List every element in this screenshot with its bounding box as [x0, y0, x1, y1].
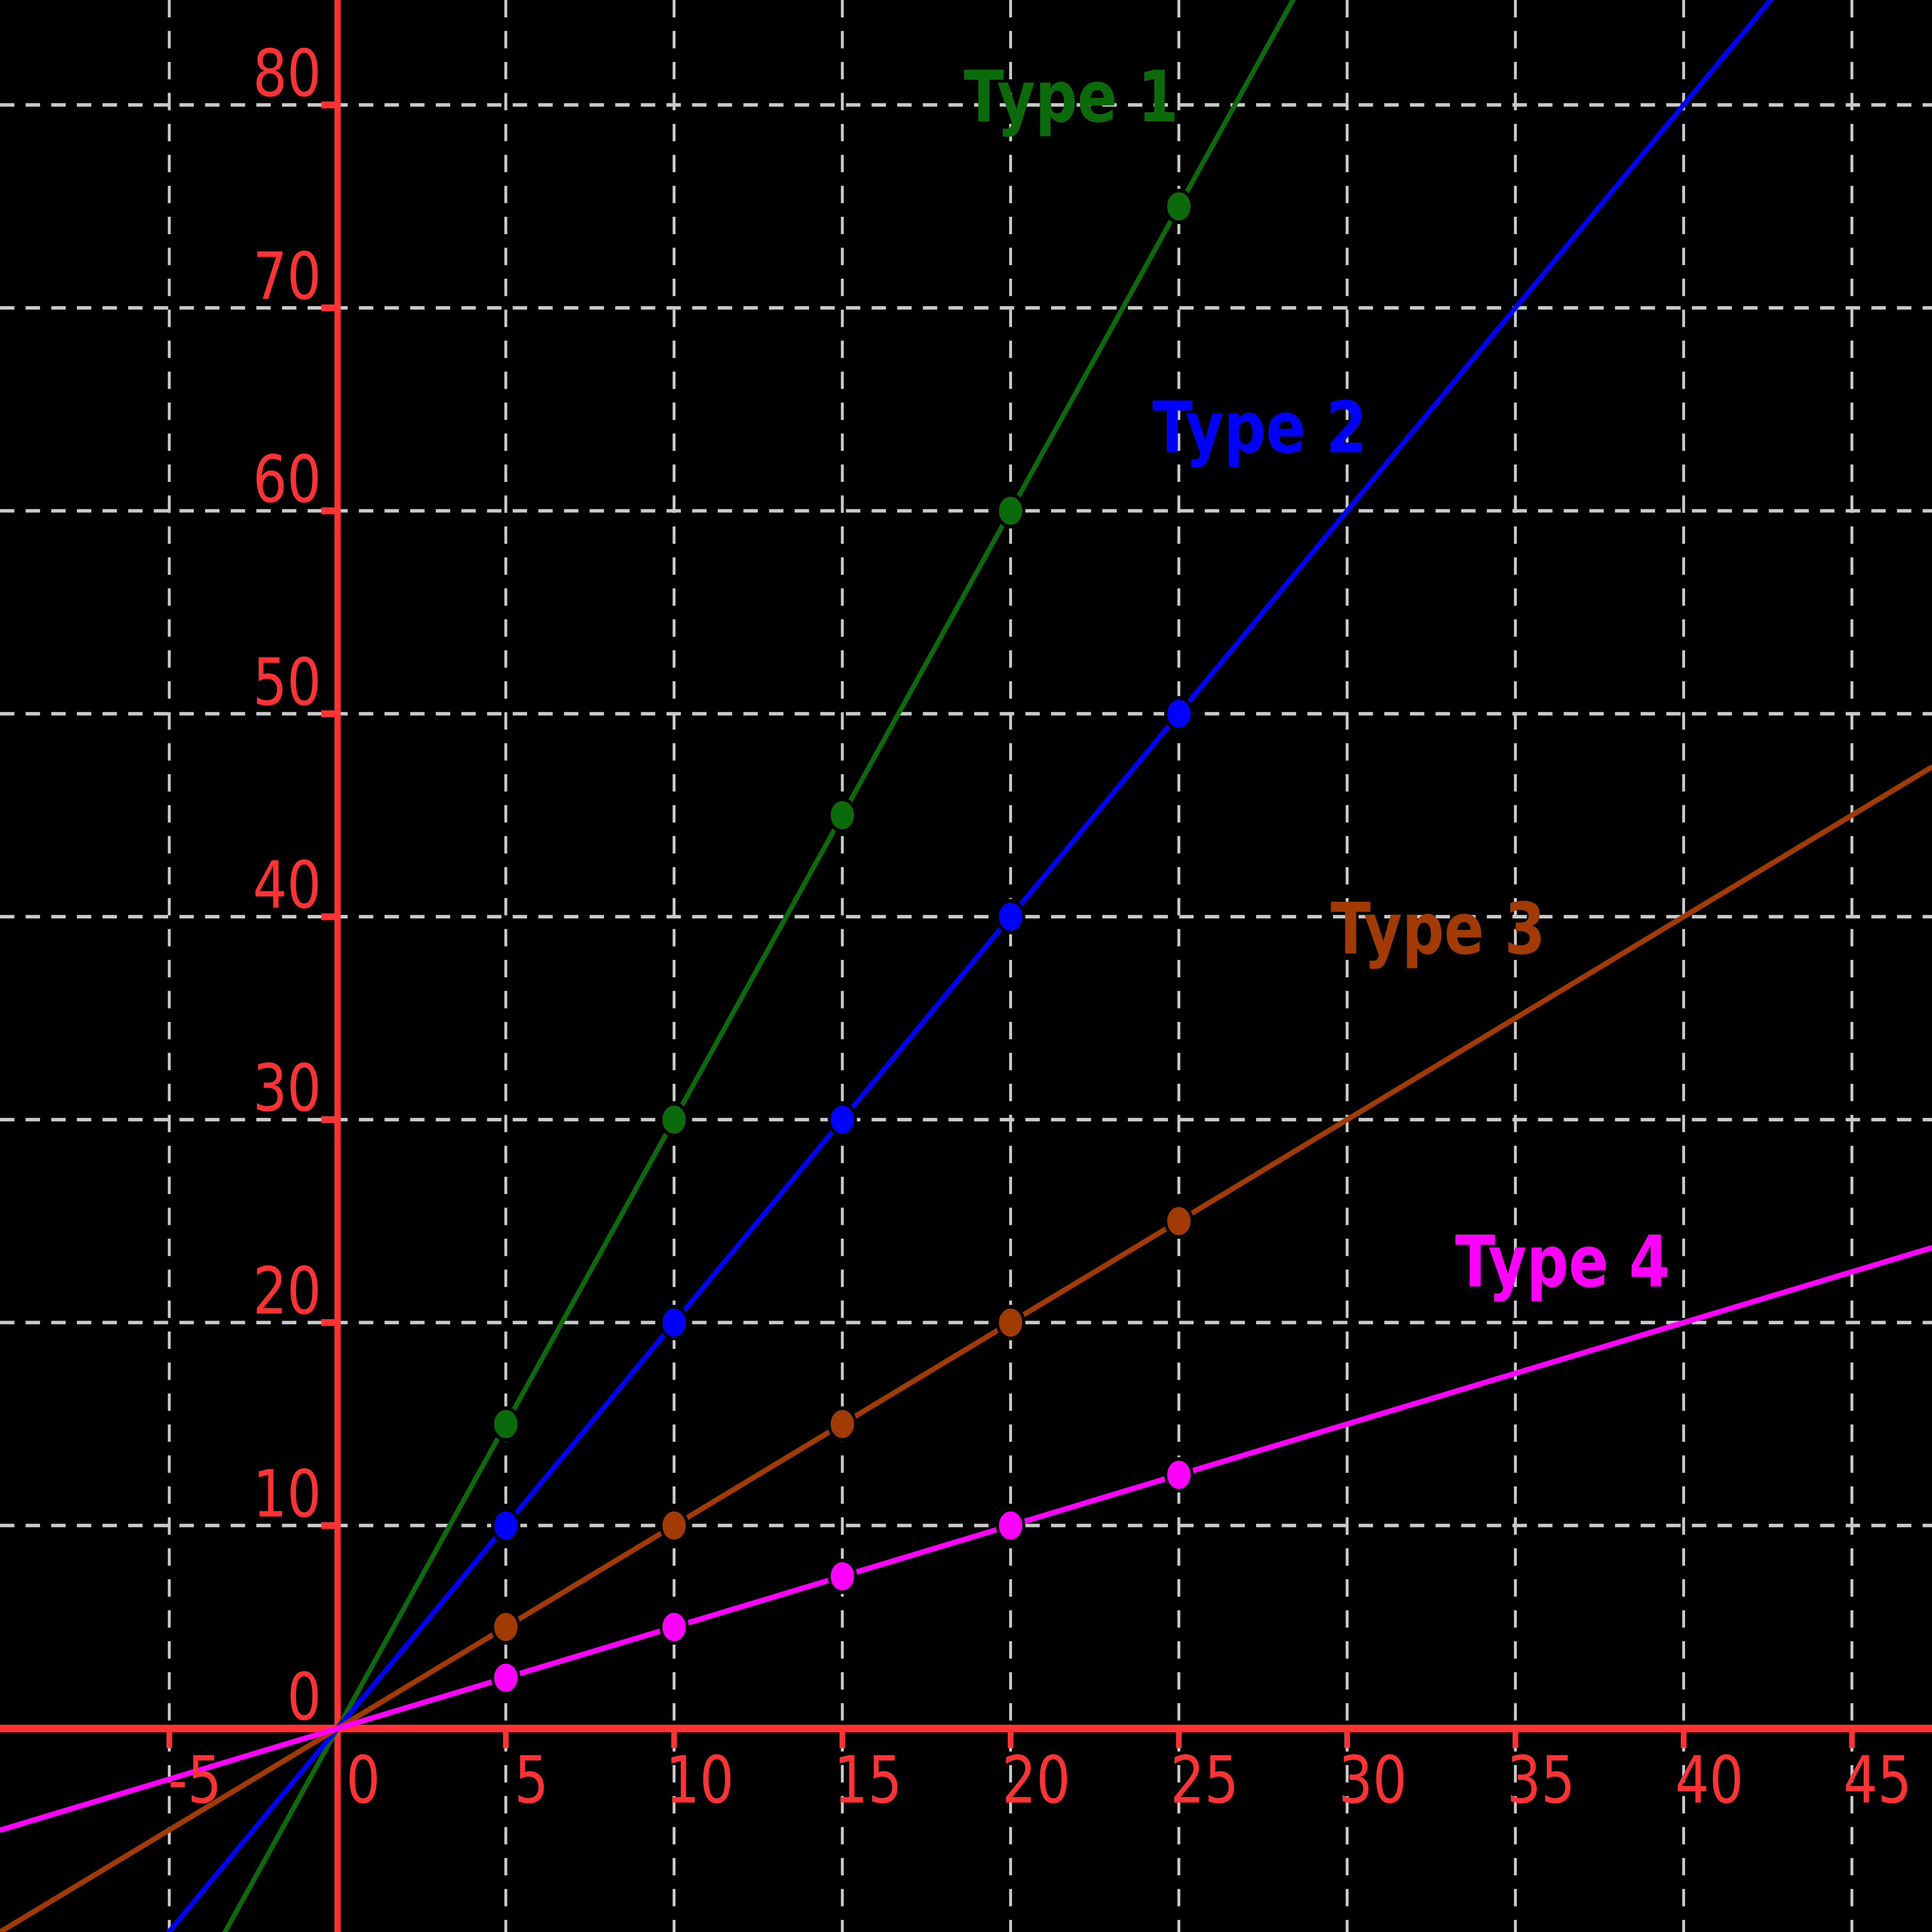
type-4-point: [996, 1508, 1026, 1543]
x-tick-label: 30: [1338, 1743, 1407, 1818]
y-tick-label: 80: [253, 36, 321, 111]
type-1-label: Type 1: [964, 55, 1179, 138]
y-tick-label: 70: [253, 239, 321, 315]
type-3-label: Type 3: [1331, 888, 1546, 971]
y-tick-label: 10: [253, 1457, 321, 1532]
type-3-point: [996, 1305, 1026, 1340]
type-4-line: [0, 1245, 1932, 1833]
y-tick-label: 40: [253, 848, 321, 923]
type-1-point: [828, 798, 857, 833]
y-tick-label: 30: [253, 1051, 321, 1126]
x-tick-label: 15: [834, 1743, 902, 1818]
y-tick-label: 20: [253, 1254, 321, 1329]
type-2-point: [1164, 696, 1194, 731]
type-4-label: Type 4: [1455, 1220, 1670, 1303]
type-3-point: [1164, 1203, 1194, 1239]
type-4-point: [659, 1609, 689, 1645]
y-tick-label: 60: [253, 442, 321, 517]
type-1-point: [996, 493, 1026, 529]
type-3-point: [659, 1508, 689, 1543]
x-tick-label: 40: [1675, 1743, 1743, 1818]
x-tick-label: 45: [1844, 1743, 1912, 1818]
type-2-label: Type 2: [1152, 386, 1367, 469]
x-tick-label: 5: [514, 1743, 549, 1818]
type-3-line: [0, 764, 1932, 1932]
type-4-point: [1164, 1457, 1194, 1493]
x-tick-label: 25: [1170, 1743, 1239, 1818]
type-2-point: [491, 1508, 520, 1543]
type-2-point: [996, 899, 1026, 935]
type-1-point: [659, 1102, 689, 1138]
x-tick-label: -5: [168, 1743, 222, 1818]
type-1-point: [491, 1406, 520, 1442]
type-4-point: [491, 1660, 520, 1696]
type-4-point: [828, 1558, 857, 1594]
x-tick-label: 20: [1002, 1743, 1070, 1818]
type-3-point: [828, 1406, 857, 1442]
x-tick-label: 35: [1507, 1743, 1575, 1818]
y-tick-label: 50: [253, 645, 321, 720]
labels-layer: -5 0 5 10 15 20 25 30 35 40 45 0 10 20 30 40 50 60 70 80 Typ…: [168, 36, 1912, 1818]
type-3-point: [491, 1609, 520, 1645]
type-2-point: [828, 1102, 857, 1138]
x-tick-label: 0: [346, 1743, 381, 1818]
y-tick-label: 0: [287, 1660, 321, 1735]
type-1-point: [1164, 189, 1194, 224]
x-tick-label: 10: [665, 1743, 734, 1818]
type-2-point: [659, 1305, 689, 1340]
